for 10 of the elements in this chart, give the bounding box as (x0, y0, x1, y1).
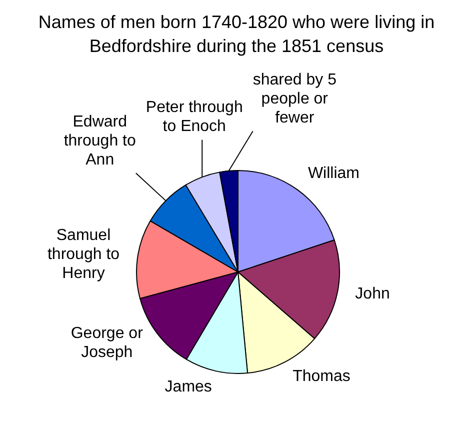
slice-label: John (355, 285, 390, 302)
slice-label: Samuel through to Henry (47, 227, 120, 282)
slice-label: Peter through to Enoch (146, 99, 243, 136)
slice-label: Edward through to Ann (64, 114, 136, 169)
slice-label: George or Joseph (70, 324, 144, 361)
slice-label: Thomas (292, 368, 350, 386)
slice-label: William (308, 165, 360, 182)
chart-title: Names of men born 1740-1820 who were living in Bedfordshire during the 1851 census (37, 11, 436, 58)
slice-label: James (164, 378, 212, 396)
slice-label: shared by 5 people or fewer (252, 72, 337, 126)
